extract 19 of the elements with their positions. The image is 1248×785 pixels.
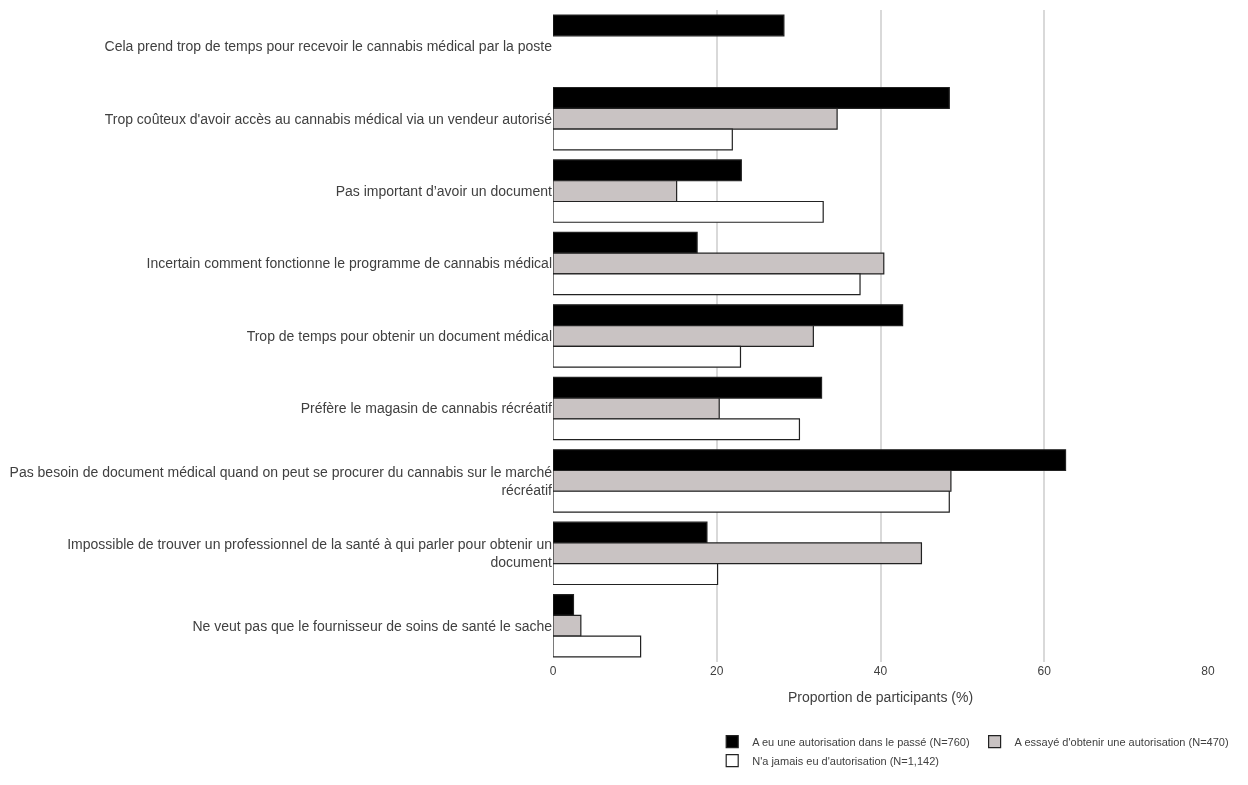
legend-label: A eu une autorisation dans le passé (N=760) <box>752 735 970 748</box>
y-tick-label: Ne veut pas que le fournisseur de soins de santé le sache <box>192 617 553 634</box>
y-tick-label: Préfère le magasin de cannabis récréatif <box>300 400 553 417</box>
y-tick-label: Pas besoin de document médical quand on peut se procurer du cannabis sur le marché récréatif <box>9 463 553 498</box>
y-tick-label: Trop de temps pour obtenir un document médical <box>246 327 552 344</box>
x-axis-title: Proportion de participants (%) <box>787 689 974 706</box>
x-tick-label: 80 <box>1201 664 1215 678</box>
legend-label: N'a jamais eu d'autorisation (N=1,142) <box>752 754 939 767</box>
x-tick-label: 40 <box>873 664 888 678</box>
x-tick-label: 60 <box>1037 664 1052 678</box>
y-tick-label: Pas important d’avoir un document <box>335 183 553 200</box>
y-tick-label: Incertain comment fonctionne le programme de cannabis médical <box>146 255 552 272</box>
legend-label: A essayé d'obtenir une autorisation (N=470) <box>1014 735 1229 748</box>
y-tick-label: Trop coûteux d'avoir accès au cannabis médical via un vendeur autorisé <box>104 110 553 127</box>
bar <box>553 14 785 37</box>
y-tick-label: Impossible de trouver un professionnel de la santé à qui parler pour obtenir un document <box>67 536 553 571</box>
x-tick-label: 20 <box>710 664 724 678</box>
x-tick-label: 0 <box>549 664 557 678</box>
y-tick-label: Cela prend trop de temps pour recevoir le cannabis médical par la poste <box>104 38 553 55</box>
